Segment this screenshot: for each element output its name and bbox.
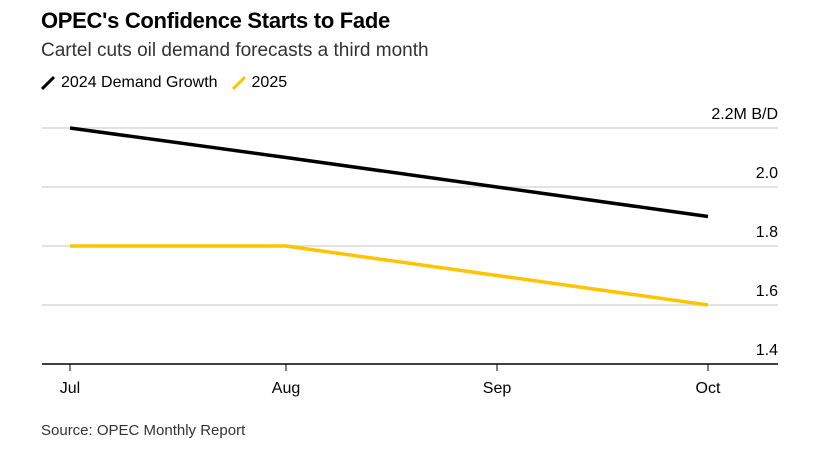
x-tick-label: Sep (483, 380, 512, 397)
y-tick-label: 2.2M B/D (711, 106, 778, 123)
y-tick-label: 1.8 (756, 224, 778, 241)
x-tick-label: Oct (696, 380, 721, 397)
legend-item-2024: 2024 Demand Growth (41, 74, 218, 92)
series-line-2025 (70, 244, 709, 307)
chart-subtitle: Cartel cuts oil demand forecasts a third… (41, 40, 429, 61)
x-tick-label: Jul (60, 380, 80, 397)
legend: 2024 Demand Growth 2025 (41, 74, 287, 92)
series-line-2024 (69, 126, 709, 219)
legend-swatch-2025 (231, 76, 246, 90)
legend-swatch-2024 (41, 76, 55, 90)
y-tick-label: 1.6 (756, 283, 778, 300)
x-tick-label: Aug (272, 380, 300, 397)
legend-label-2024: 2024 Demand Growth (61, 74, 218, 91)
source-note: Source: OPEC Monthly Report (41, 422, 246, 439)
y-tick-label: 2.0 (756, 165, 778, 182)
chart-title: OPEC's Confidence Starts to Fade (41, 8, 390, 33)
legend-label-2025: 2025 (251, 74, 288, 91)
legend-item-2025: 2025 (231, 74, 288, 92)
y-tick-label: 1.4 (756, 342, 778, 359)
